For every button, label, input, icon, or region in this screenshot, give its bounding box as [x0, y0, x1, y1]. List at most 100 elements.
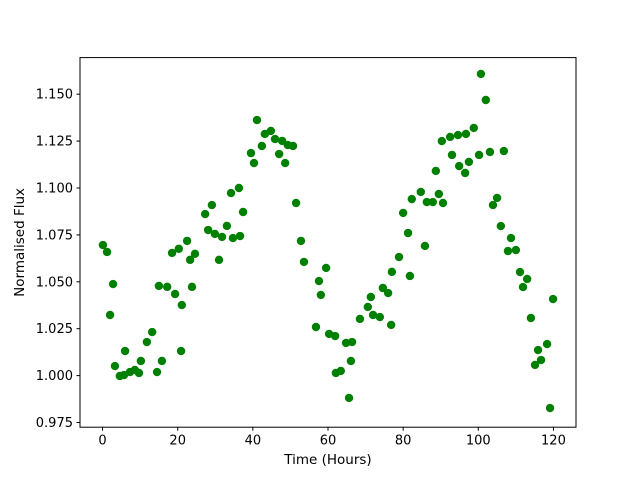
data-point [344, 393, 354, 403]
x-tick-label: 100 [466, 434, 491, 449]
data-point [235, 231, 245, 241]
data-point [321, 263, 331, 273]
data-point [481, 95, 491, 105]
data-point [394, 252, 404, 262]
data-point [217, 232, 227, 242]
data-point [288, 141, 298, 151]
data-point [134, 368, 144, 378]
data-point [316, 290, 326, 300]
y-axis-label: Normalised Flux [12, 188, 28, 297]
data-point [548, 294, 558, 304]
x-tick-label: 40 [245, 434, 262, 449]
y-tick-label: 1.000 [36, 369, 73, 384]
y-axis-ticks: 0.975 1.000 1.025 1.050 1.075 1.100 1.125 1.150 [36, 88, 80, 431]
data-point [445, 132, 455, 142]
data-point [162, 282, 172, 292]
data-point [336, 366, 345, 376]
x-tick-label: 20 [169, 434, 186, 449]
data-point [207, 200, 217, 210]
data-point [363, 302, 373, 312]
data-point [102, 247, 112, 257]
data-point [246, 148, 256, 158]
data-point [398, 208, 408, 218]
data-point [403, 228, 413, 238]
x-axis-ticks: 0 20 40 60 80 100 120 [98, 427, 566, 449]
data-point [136, 356, 146, 366]
data-point [228, 233, 238, 243]
y-tick-label: 1.150 [36, 88, 73, 103]
data-point [311, 322, 321, 332]
data-point [447, 150, 457, 160]
data-point [280, 158, 290, 168]
data-point [405, 271, 415, 281]
data-point [299, 257, 309, 267]
data-point [249, 158, 259, 168]
y-tick-label: 1.075 [36, 228, 73, 243]
x-tick-label: 80 [395, 434, 412, 449]
data-point [469, 123, 478, 133]
data-point [387, 267, 397, 277]
data-point [431, 166, 441, 176]
data-point [545, 403, 555, 413]
data-point [110, 361, 120, 371]
data-point [152, 367, 162, 377]
data-point [347, 337, 357, 347]
data-point [492, 193, 502, 203]
x-tick-label: 120 [541, 434, 566, 449]
x-tick-label: 0 [98, 434, 106, 449]
x-axis-label: Time (Hours) [283, 452, 371, 468]
data-point [420, 241, 430, 251]
data-point [474, 150, 484, 160]
data-point [383, 288, 393, 298]
data-point [214, 255, 224, 265]
data-point [252, 115, 262, 125]
data-point [222, 221, 232, 231]
data-point [355, 314, 365, 324]
data-point [386, 320, 396, 330]
data-point [291, 198, 301, 208]
y-tick-label: 1.125 [36, 135, 73, 150]
data-point [270, 134, 280, 144]
data-point [368, 310, 378, 320]
data-point [511, 245, 521, 255]
data-point [182, 236, 192, 246]
data-point [503, 246, 513, 256]
data-point [142, 337, 152, 347]
data-point [98, 240, 108, 250]
data-point [422, 197, 432, 207]
data-point [257, 141, 267, 151]
data-point [210, 229, 220, 239]
data-point [453, 130, 463, 140]
data-point [437, 136, 447, 146]
data-point [296, 236, 306, 246]
data-point [488, 200, 498, 210]
data-point [499, 146, 509, 156]
data-point [536, 355, 546, 365]
data-point [518, 282, 528, 292]
data-point [378, 283, 388, 293]
data-point [266, 126, 276, 136]
data-points [98, 69, 558, 413]
data-point [526, 313, 536, 323]
data-point [506, 233, 516, 243]
y-tick-label: 1.050 [36, 275, 73, 290]
data-point [105, 310, 115, 320]
data-point [460, 168, 470, 178]
data-point [330, 331, 340, 341]
data-point [200, 209, 210, 219]
data-point [428, 197, 438, 207]
data-point [274, 149, 284, 159]
data-point [226, 188, 236, 198]
data-point [170, 289, 180, 299]
y-tick-label: 0.975 [36, 416, 73, 431]
axes-frame [79, 57, 577, 428]
data-point [167, 248, 177, 258]
data-point [174, 244, 184, 253]
y-tick-label: 1.025 [36, 322, 73, 337]
data-point [522, 274, 532, 284]
data-point [530, 360, 540, 370]
data-point [154, 281, 164, 291]
data-point [176, 346, 186, 356]
y-tick-label: 1.100 [36, 181, 73, 196]
data-point [416, 187, 426, 197]
